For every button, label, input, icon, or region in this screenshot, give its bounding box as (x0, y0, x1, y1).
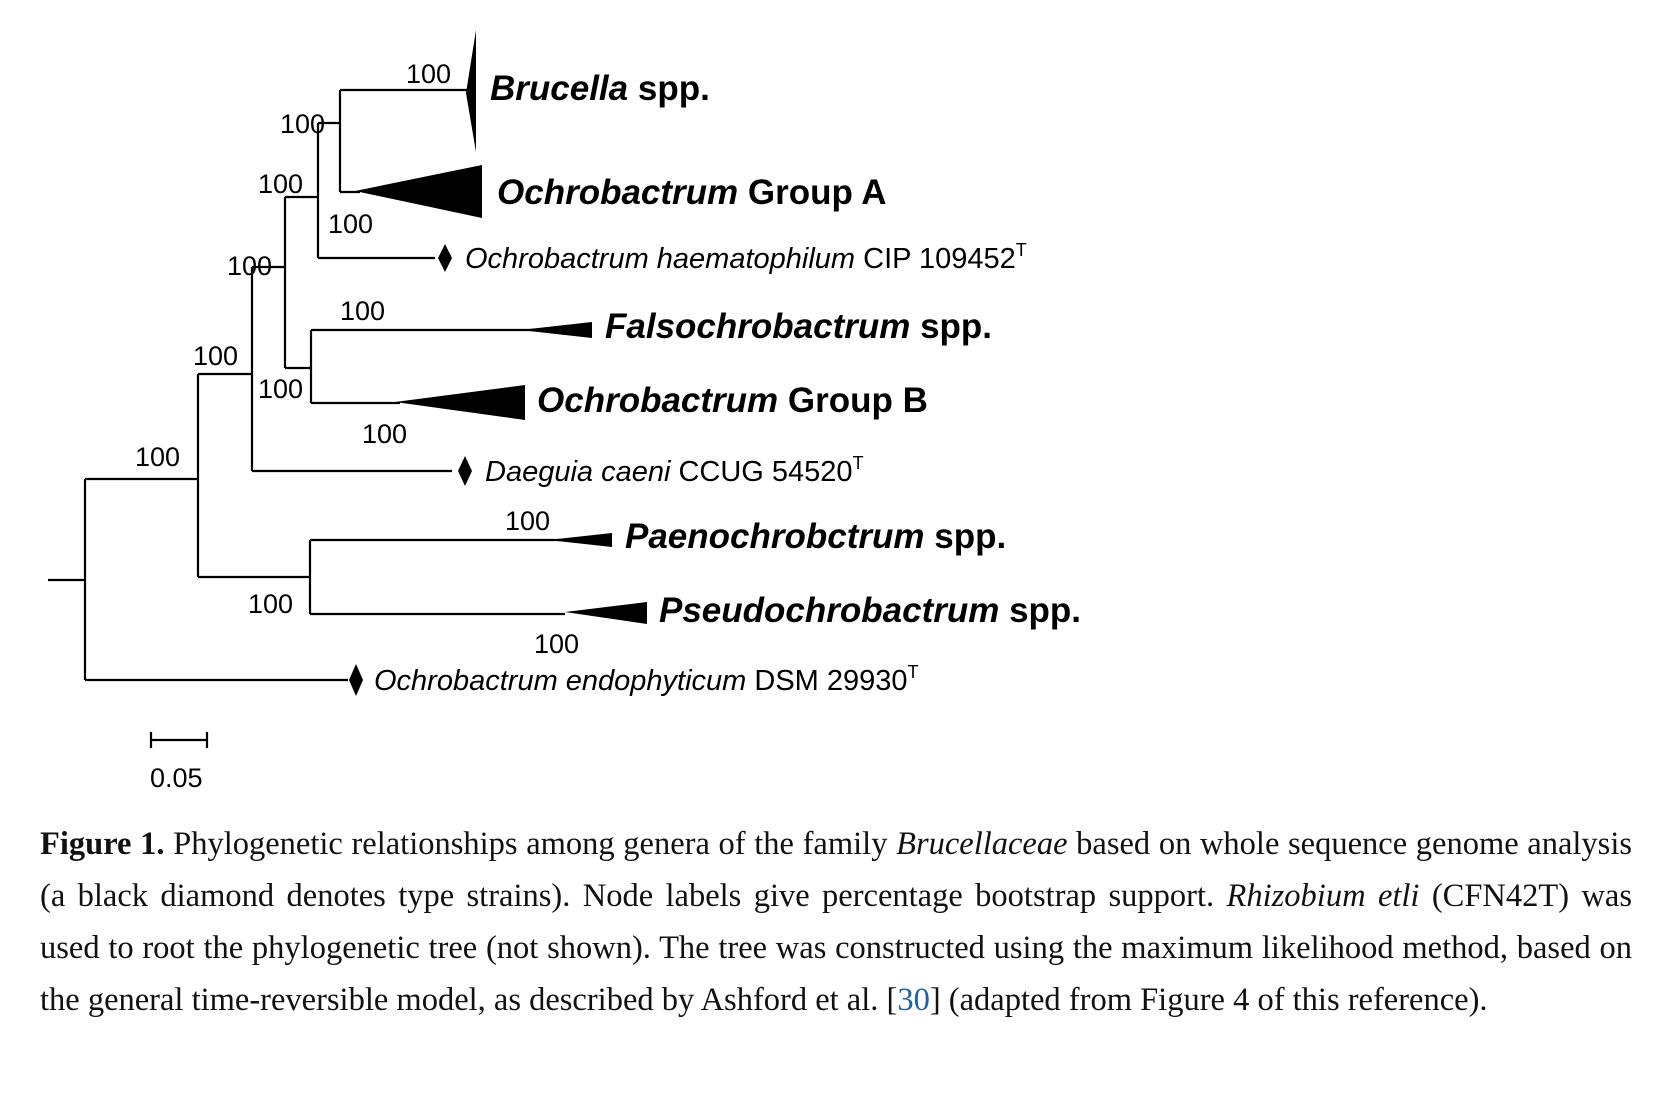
clade-label-paenochrobctrum: Paenochrobctrum spp. (625, 517, 1006, 556)
type-strain-diamond-icon (458, 456, 472, 486)
bootstrap-label: 100 (505, 506, 550, 536)
bootstrap-label: 100 (328, 209, 373, 239)
caption-text: (CFN42T) was used to root the phylogenet… (40, 878, 1633, 1018)
clade-label-pseudochrobactrum: Pseudochrobactrum spp. (659, 591, 1081, 630)
caption-label: Figure 1. (40, 826, 165, 862)
clade-label-falsochrobactrum: Falsochrobactrum spp. (605, 307, 992, 346)
type-strain-diamond-icon (438, 244, 452, 272)
clade-triangle-brucella (466, 30, 476, 152)
clade-triangle-pseudo (565, 602, 647, 624)
phylogenetic-tree: Brucella spp. Ochrobactrum Group A Falso… (48, 30, 1081, 793)
caption-italic-family: Brucellaceae (896, 826, 1068, 862)
reference-link[interactable]: 30 (897, 982, 930, 1018)
bootstrap-label: 100 (258, 374, 303, 404)
bootstrap-label: 100 (227, 251, 272, 281)
caption-italic-species: Rhizobium etli (1226, 878, 1420, 914)
bootstrap-label: 100 (406, 59, 451, 89)
bootstrap-label: 100 (258, 169, 303, 199)
caption-text: based on whole sequence genome analysis … (40, 826, 1632, 914)
clade-label-ochrobactrum-a: Ochrobactrum Group A (497, 173, 887, 212)
caption-text: Phylogenetic relationships among genera … (164, 826, 897, 862)
bootstrap-label: 100 (340, 296, 385, 326)
bootstrap-label: 100 (362, 419, 407, 449)
clade-label-brucella: Brucella spp. (490, 69, 710, 108)
clade-triangle-paeno (548, 533, 612, 547)
strain-label-endophyticum: Ochrobactrum endophyticum DSM 29930T (374, 662, 919, 697)
bootstrap-label: 100 (135, 442, 180, 472)
bootstrap-label: 100 (280, 109, 325, 139)
bootstrap-label: 100 (248, 589, 293, 619)
clade-triangle-ochro-b (395, 385, 525, 420)
bootstrap-label: 100 (534, 629, 579, 659)
clade-triangle-falso (520, 322, 592, 338)
clade-triangle-ochro-a (355, 165, 482, 218)
strain-label-haematophilum: Ochrobactrum haematophilum CIP 109452T (465, 240, 1027, 275)
type-strain-diamond-icon (349, 664, 363, 696)
scale-bar (149, 732, 209, 748)
scale-bar-label: 0.05 (150, 763, 203, 793)
figure-caption: Figure 1. Phylogenetic relationships amo… (40, 818, 1632, 1026)
clade-label-ochrobactrum-b: Ochrobactrum Group B (537, 381, 928, 420)
caption-text: ] (adapted from Figure 4 of this referen… (929, 982, 1488, 1018)
bootstrap-label: 100 (193, 341, 238, 371)
strain-label-daeguia: Daeguia caeni CCUG 54520T (485, 453, 864, 488)
